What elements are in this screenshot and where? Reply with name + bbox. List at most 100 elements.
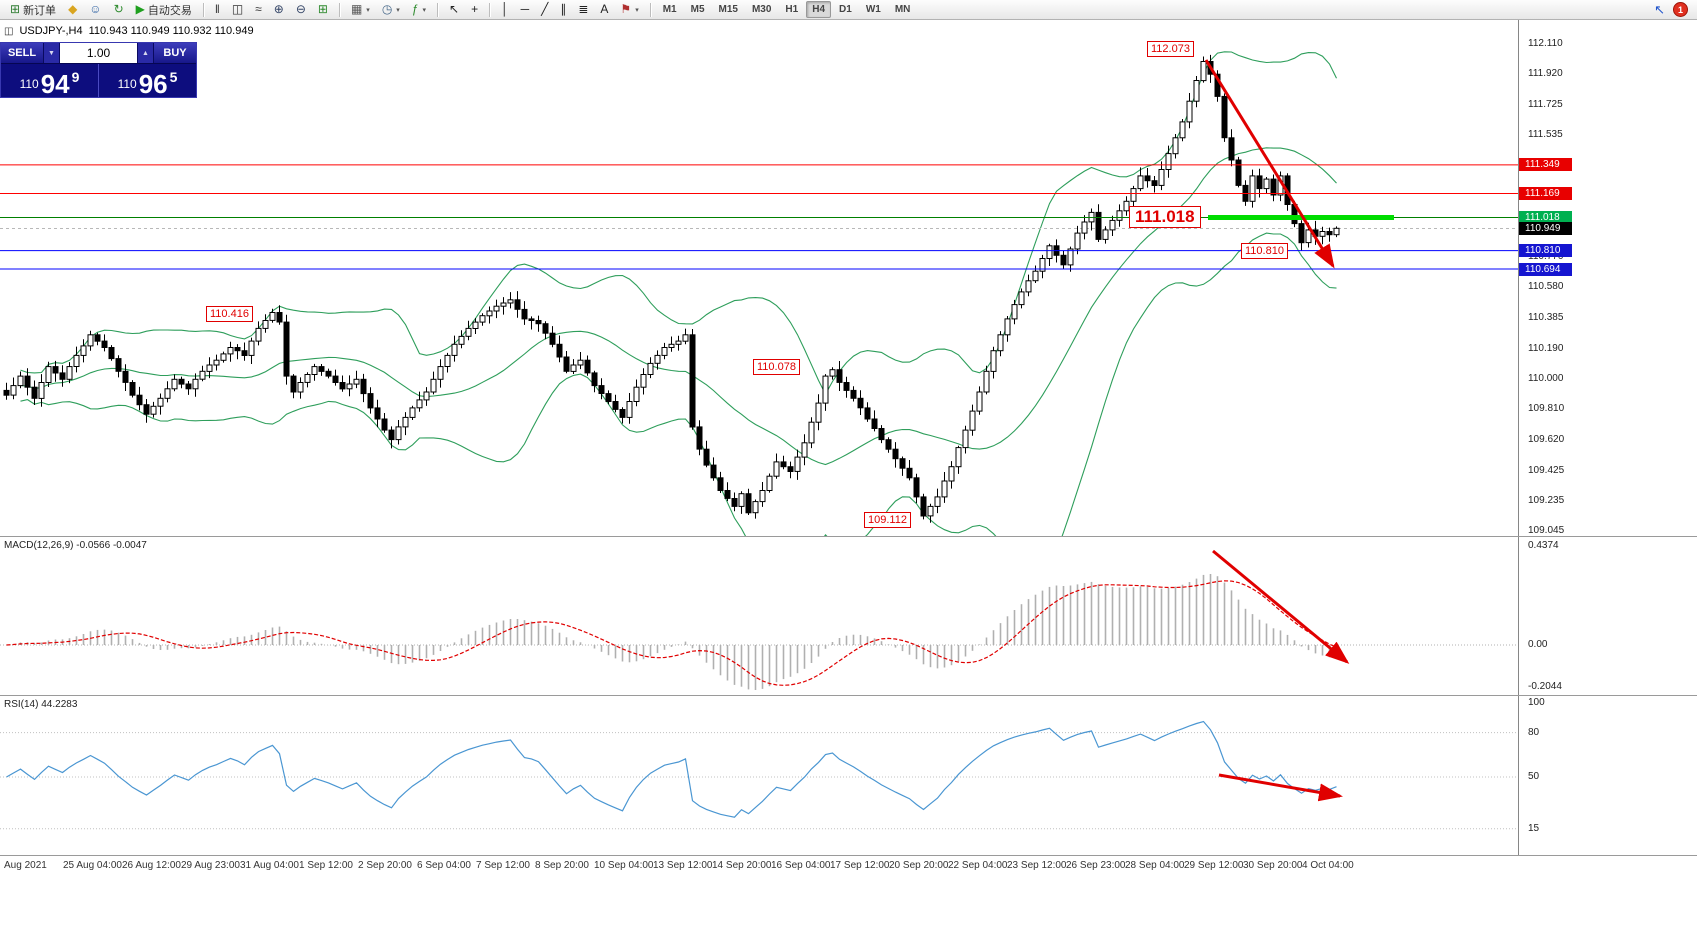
bar-chart-button[interactable]: ‖ xyxy=(210,0,225,19)
price-tick-label: 109.810 xyxy=(1528,403,1565,415)
price-tick-label: 109.045 xyxy=(1528,525,1565,537)
macd-indicator-label: MACD(12,26,9) -0.0566 -0.0047 xyxy=(4,540,147,551)
price-flag: 110.694 xyxy=(1519,262,1572,276)
text-icon: A xyxy=(600,2,609,16)
macd-panel[interactable] xyxy=(0,537,1518,695)
price-annotation[interactable]: 110.810 xyxy=(1241,243,1288,259)
refresh-button[interactable]: ↻ xyxy=(109,0,129,19)
trend-arrow[interactable] xyxy=(1204,59,1335,269)
volume-input[interactable]: 1.00 xyxy=(60,43,137,63)
price-tick-label: 112.110 xyxy=(1528,38,1563,49)
timeframe-d1[interactable]: D1 xyxy=(839,4,852,15)
chevron-down-icon: ▾ xyxy=(396,6,400,14)
chevron-down-icon: ▾ xyxy=(422,6,427,14)
price-annotation[interactable]: 112.073 xyxy=(1147,41,1194,57)
panel-separator[interactable] xyxy=(0,695,1697,696)
indicators-icon: ƒ xyxy=(411,2,419,16)
price-annotation[interactable]: 110.078 xyxy=(753,359,800,375)
channel-button[interactable]: ∥ xyxy=(555,0,571,19)
new-chart-button[interactable]: ▦ ▾ xyxy=(346,0,375,19)
level-lines[interactable] xyxy=(0,164,1518,270)
gold-icon: ◆ xyxy=(68,2,78,16)
arrows-button[interactable]: ⚑ ▾ xyxy=(615,0,643,19)
trend-arrow[interactable] xyxy=(1218,773,1343,802)
price-tick-label: -0.2044 xyxy=(1528,681,1562,692)
time-axis-label: 10 Sep 04:00 xyxy=(594,860,654,871)
indicators-button[interactable]: ƒ ▾ xyxy=(407,0,431,19)
time-axis[interactable]: Aug 2021 25 Aug 04:00 26 Aug 12:00 29 Aug 2… xyxy=(0,856,1697,878)
time-axis-label: 28 Sep 04:00 xyxy=(1125,860,1185,871)
sell-price-sup: 9 xyxy=(71,69,80,85)
panel-separator[interactable] xyxy=(0,855,1697,856)
time-axis-label: Aug 2021 xyxy=(4,860,47,871)
autotrading-button[interactable]: ▶ 自动交易 xyxy=(131,0,197,19)
vertical-line-icon: │ xyxy=(501,2,509,16)
time-axis-label: 1 Sep 12:00 xyxy=(299,860,353,871)
sell-price[interactable]: 110 94 9 xyxy=(1,64,99,97)
candlestick-chart-button[interactable]: ◫ xyxy=(227,0,248,19)
cursor-button[interactable]: ↖ xyxy=(444,0,464,19)
bar-chart-icon: ‖ xyxy=(214,2,220,16)
timeframe-m30[interactable]: M30 xyxy=(751,4,772,15)
panel-separator[interactable] xyxy=(0,536,1697,537)
timeframe-mn[interactable]: MN xyxy=(894,4,911,15)
tile-windows-button[interactable]: ⊞ xyxy=(313,0,333,19)
gold-button[interactable]: ◆ xyxy=(63,0,82,19)
price-annotation[interactable]: 111.018 xyxy=(1129,206,1201,228)
time-axis-label: 30 Sep 20:00 xyxy=(1243,860,1303,871)
new-order-label: 新订单 xyxy=(23,4,57,17)
time-axis-label: 14 Sep 20:00 xyxy=(712,860,772,871)
time-axis-label: 26 Aug 12:00 xyxy=(122,860,181,871)
zoom-in-button[interactable]: ⊕ xyxy=(269,0,289,19)
time-axis-label: 6 Sep 04:00 xyxy=(417,860,471,871)
line-chart-button[interactable]: ≈ xyxy=(250,0,267,19)
macd-histogram xyxy=(12,574,1338,690)
price-scale[interactable]: 112.110111.920111.725111.535110.770110.5… xyxy=(1518,20,1697,856)
text-button[interactable]: A xyxy=(595,0,613,19)
rsi-panel[interactable] xyxy=(0,696,1518,854)
toolbar-separator xyxy=(338,2,340,17)
new-order-button[interactable]: ⊞ 新订单 xyxy=(5,0,61,19)
volume-decrease-button[interactable]: ▼ xyxy=(43,43,60,63)
time-axis-label: 13 Sep 12:00 xyxy=(653,860,713,871)
trend-arrow[interactable] xyxy=(1212,549,1350,664)
time-axis-label: 23 Sep 12:00 xyxy=(1007,860,1067,871)
timeframe-w1[interactable]: W1 xyxy=(865,4,881,15)
cursor-icon: ↖ xyxy=(449,2,460,16)
trendline-button[interactable]: ╱ xyxy=(536,0,553,19)
price-annotation[interactable]: 109.112 xyxy=(864,512,911,528)
buy-button[interactable]: BUY xyxy=(154,43,196,63)
time-axis-label: 8 Sep 20:00 xyxy=(535,860,589,871)
toolbar-separator xyxy=(202,2,204,17)
bollinger-bands xyxy=(20,51,1337,536)
notification-badge[interactable]: 1 xyxy=(1673,2,1688,17)
buy-price-sup: 5 xyxy=(169,69,178,85)
arrows-icon: ⚑ xyxy=(620,2,632,16)
time-axis-label: 31 Aug 04:00 xyxy=(240,860,299,871)
fibonacci-button[interactable]: ≣ xyxy=(573,0,593,19)
time-axis-label: 2 Sep 20:00 xyxy=(358,860,412,871)
price-annotation[interactable]: 110.416 xyxy=(206,306,253,322)
time-axis-label: 16 Sep 04:00 xyxy=(771,860,831,871)
main-toolbar: ⊞ 新订单 ◆ ☺ ↻ ▶ 自动交易 ‖ ◫ ≈ ⊕ ⊖ ⊞ ▦ ▾ ◷ ▾ ƒ ▾ ↖ + │ ─ ╱ ∥ ≣ A ⚑ ▾ M1 M5 M1… xyxy=(0,0,1697,20)
quote-panel-header: SELL ▼ 1.00 ▲ BUY xyxy=(1,43,196,64)
sell-price-main: 94 xyxy=(40,68,70,99)
volume-increase-button[interactable]: ▲ xyxy=(137,43,154,63)
timeframe-m5[interactable]: M5 xyxy=(690,4,705,15)
candlestick-chart-icon: ◫ xyxy=(231,2,244,16)
timeframe-m15[interactable]: M15 xyxy=(718,4,738,15)
profiles-button[interactable]: ◷ ▾ xyxy=(377,0,405,19)
buy-price[interactable]: 110 96 5 xyxy=(99,64,196,97)
accounts-button[interactable]: ☺ xyxy=(84,0,106,19)
vertical-line-button[interactable]: │ xyxy=(496,0,514,19)
crosshair-button[interactable]: + xyxy=(466,0,483,19)
tile-windows-icon: ⊞ xyxy=(317,2,328,16)
timeframe-h1[interactable]: H1 xyxy=(785,4,799,15)
timeframe-m1[interactable]: M1 xyxy=(662,4,677,15)
price-chart[interactable] xyxy=(0,20,1518,536)
zoom-out-button[interactable]: ⊖ xyxy=(291,0,311,19)
sell-button[interactable]: SELL xyxy=(1,43,43,63)
horizontal-line-button[interactable]: ─ xyxy=(516,0,535,19)
pointer-icon[interactable]: ↖ xyxy=(1654,1,1665,17)
timeframe-h4[interactable]: H4 xyxy=(806,1,832,18)
